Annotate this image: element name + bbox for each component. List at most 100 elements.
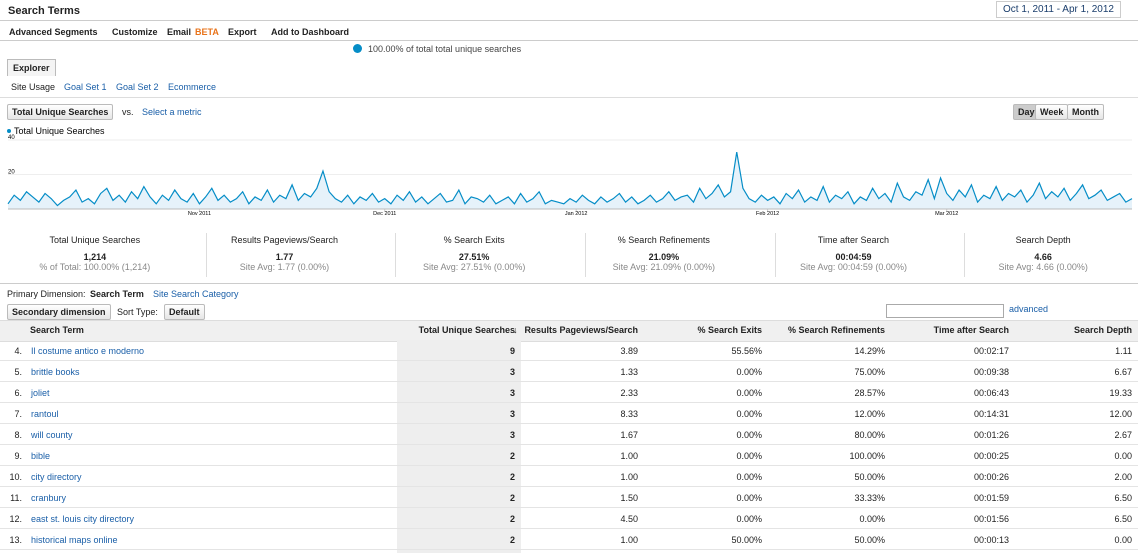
- cell: 00:06:43: [973, 388, 1009, 398]
- cell: 6.50: [1114, 493, 1132, 503]
- row-index: 4.: [14, 346, 22, 356]
- advanced-link[interactable]: advanced: [1009, 304, 1049, 314]
- sort-dropdown[interactable]: Default: [164, 304, 205, 320]
- sort-column-bg: [397, 340, 521, 553]
- search-box[interactable]: [886, 304, 1004, 318]
- subtab[interactable]: Goal Set 2: [116, 82, 159, 92]
- summary-value: 1,214: [83, 252, 107, 262]
- row-index: 8.: [14, 430, 22, 440]
- toolbar-item[interactable]: Email: [167, 27, 192, 37]
- period-button[interactable]: Week: [1035, 104, 1069, 120]
- cell: 0.00%: [736, 409, 762, 419]
- search-term[interactable]: Il costume antico e moderno: [31, 346, 145, 356]
- row-index: 10.: [9, 472, 22, 482]
- area: [8, 152, 1132, 209]
- x-tick-label: Nov 2011: [188, 211, 211, 217]
- column-header[interactable]: Time after Search: [933, 325, 1009, 335]
- page-title: Search Terms: [8, 5, 80, 17]
- y-tick-label: 40: [8, 135, 15, 141]
- cell: 1.00: [620, 472, 638, 482]
- cell: 00:01:56: [973, 514, 1009, 524]
- cell: 3: [509, 409, 515, 419]
- sort-arrow: ↓: [513, 325, 518, 335]
- cell: 2.33: [620, 388, 638, 398]
- x-tick-label: Feb 2012: [756, 211, 779, 217]
- cell: 80.00%: [854, 430, 885, 440]
- search-term[interactable]: joliet: [31, 388, 50, 398]
- column-header[interactable]: Search Depth: [1073, 325, 1132, 335]
- cell: 1.33: [620, 367, 638, 377]
- subtab[interactable]: Ecommerce: [168, 82, 217, 92]
- row-divider: [0, 381, 1138, 382]
- toolbar-item[interactable]: Export: [228, 27, 257, 37]
- cell: 00:00:26: [973, 472, 1009, 482]
- cell: 00:02:17: [973, 346, 1009, 356]
- column-header[interactable]: % Search Refinements: [787, 325, 885, 335]
- divider: [0, 20, 1138, 21]
- toolbar-item[interactable]: Add to Dashboard: [271, 27, 349, 37]
- cell: 50.00%: [854, 535, 885, 545]
- divider: [0, 40, 1138, 41]
- column-header[interactable]: % Search Exits: [697, 325, 762, 335]
- cell: 3.89: [620, 346, 638, 356]
- summary-label: Time after Search: [817, 235, 890, 245]
- dimension-option[interactable]: Site Search Category: [153, 289, 239, 299]
- column-header[interactable]: Search Term: [30, 325, 84, 335]
- column-header[interactable]: Total Unique Searches: [418, 325, 515, 335]
- cell: 1.67: [620, 430, 638, 440]
- cell: 0.00%: [859, 514, 885, 524]
- x-tick-label: Jan 2012: [565, 211, 588, 217]
- x-tick-label: Mar 2012: [935, 211, 958, 217]
- cell: 00:09:38: [973, 367, 1009, 377]
- summary-sub: Site Avg: 00:04:59 (0.00%): [800, 262, 907, 272]
- toolbar-item[interactable]: Advanced Segments: [9, 27, 98, 37]
- period-button[interactable]: Month: [1067, 104, 1104, 120]
- divider: [0, 97, 1138, 98]
- cell: 8.33: [620, 409, 638, 419]
- divider: [0, 283, 1138, 284]
- x-tick-label: Dec 2011: [373, 211, 396, 217]
- toolbar-item[interactable]: Customize: [112, 27, 158, 37]
- cell: 14.29%: [854, 346, 885, 356]
- segment-dot: [353, 44, 362, 53]
- row-index: 5.: [14, 367, 22, 377]
- date-range[interactable]: Oct 1, 2011 - Apr 1, 2012: [996, 1, 1121, 18]
- search-term[interactable]: historical maps online: [31, 535, 118, 545]
- cell: 0.00%: [736, 493, 762, 503]
- search-term[interactable]: will county: [31, 430, 73, 440]
- summary-value: 21.09%: [648, 252, 680, 262]
- summary-label: Total Unique Searches: [49, 235, 141, 245]
- search-term[interactable]: rantoul: [31, 409, 59, 419]
- metric-dropdown[interactable]: Total Unique Searches: [7, 104, 114, 120]
- search-term[interactable]: city directory: [31, 472, 82, 482]
- cell: 0.00: [1114, 535, 1132, 545]
- column-header[interactable]: Results Pageviews/Search: [524, 325, 638, 335]
- cell: 0.00: [1114, 451, 1132, 461]
- cell: 1.11: [1115, 346, 1132, 356]
- row-divider: [0, 486, 1138, 487]
- summary-sub: % of Total: 100.00% (1,214): [39, 262, 151, 272]
- subtab[interactable]: Goal Set 1: [64, 82, 107, 92]
- search-term[interactable]: cranbury: [31, 493, 67, 503]
- summary-value: 4.66: [1034, 252, 1052, 262]
- cell: 6.50: [1114, 514, 1132, 524]
- summary-value: 00:04:59: [835, 252, 872, 262]
- summary-label: Search Depth: [1015, 235, 1071, 245]
- summary-divider: [964, 233, 966, 277]
- row-divider: [0, 528, 1138, 529]
- search-term[interactable]: bible: [31, 451, 51, 461]
- cell: 1.00: [620, 535, 638, 545]
- cell: 0.00%: [736, 472, 762, 482]
- row-divider: [0, 465, 1138, 466]
- dimension-label: Primary Dimension:: [7, 289, 86, 299]
- metric-select[interactable]: Select a metric: [142, 107, 202, 117]
- cell: 2: [509, 535, 515, 545]
- search-term[interactable]: brittle books: [31, 367, 80, 377]
- cell: 2.67: [1114, 430, 1132, 440]
- row-index: 9.: [14, 451, 22, 461]
- subtab[interactable]: Site Usage: [11, 82, 56, 92]
- tab[interactable]: Explorer: [7, 59, 56, 76]
- secondary-dimension[interactable]: Secondary dimension: [7, 304, 111, 320]
- search-term[interactable]: east st. louis city directory: [31, 514, 135, 524]
